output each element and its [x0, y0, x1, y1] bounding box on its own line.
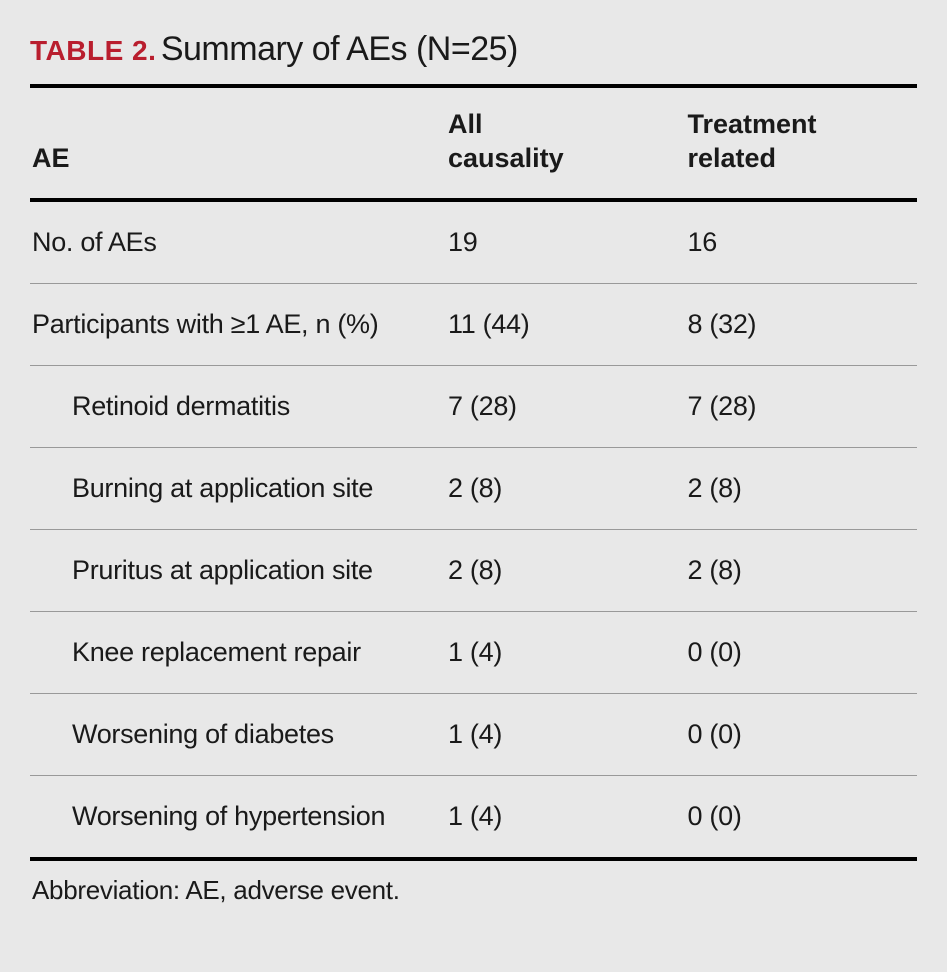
- table-row: Pruritus at application site2 (8)2 (8): [30, 529, 917, 611]
- table-row: No. of AEs1916: [30, 200, 917, 284]
- table-cell: Worsening of hypertension: [30, 775, 438, 859]
- table-footnote: Abbreviation: AE, adverse event.: [30, 861, 917, 914]
- table-cell: 2 (8): [438, 447, 677, 529]
- table-cell: Burning at application site: [30, 447, 438, 529]
- table-cell: 2 (8): [678, 447, 918, 529]
- table-row: Worsening of hypertension1 (4)0 (0): [30, 775, 917, 859]
- table-header-row: AE Allcausality Treatmentrelated: [30, 86, 917, 200]
- table-cell: 0 (0): [678, 611, 918, 693]
- table-row: Retinoid dermatitis7 (28)7 (28): [30, 365, 917, 447]
- table-cell: 8 (32): [678, 283, 918, 365]
- table-row: Knee replacement repair1 (4)0 (0): [30, 611, 917, 693]
- table-cell: Knee replacement repair: [30, 611, 438, 693]
- table-caption: Summary of AEs (N=25): [161, 30, 518, 68]
- table-cell: No. of AEs: [30, 200, 438, 284]
- table-cell: 0 (0): [678, 693, 918, 775]
- col-header-all-causality: Allcausality: [438, 86, 677, 200]
- col-header-treatment-related: Treatmentrelated: [678, 86, 918, 200]
- table-cell: 11 (44): [438, 283, 677, 365]
- table-cell: 7 (28): [438, 365, 677, 447]
- table-cell: 16: [678, 200, 918, 284]
- table-cell: Participants with ≥1 AE, n (%): [30, 283, 438, 365]
- table-cell: Worsening of diabetes: [30, 693, 438, 775]
- table-cell: 19: [438, 200, 677, 284]
- table-cell: Retinoid dermatitis: [30, 365, 438, 447]
- table-cell: 2 (8): [438, 529, 677, 611]
- table-row: Worsening of diabetes1 (4)0 (0): [30, 693, 917, 775]
- col-header-ae: AE: [30, 86, 438, 200]
- table-cell: 1 (4): [438, 693, 677, 775]
- table-cell: 2 (8): [678, 529, 918, 611]
- table-row: Participants with ≥1 AE, n (%)11 (44)8 (…: [30, 283, 917, 365]
- table-row: Burning at application site2 (8)2 (8): [30, 447, 917, 529]
- table-body: No. of AEs1916Participants with ≥1 AE, n…: [30, 200, 917, 859]
- table-cell: 1 (4): [438, 611, 677, 693]
- table-label: TABLE 2.: [30, 35, 156, 66]
- table-title: TABLE 2. Summary of AEs (N=25): [30, 30, 917, 69]
- ae-table: AE Allcausality Treatmentrelated No. of …: [30, 84, 917, 861]
- table-cell: 7 (28): [678, 365, 918, 447]
- table-cell: 1 (4): [438, 775, 677, 859]
- table-cell: Pruritus at application site: [30, 529, 438, 611]
- table-cell: 0 (0): [678, 775, 918, 859]
